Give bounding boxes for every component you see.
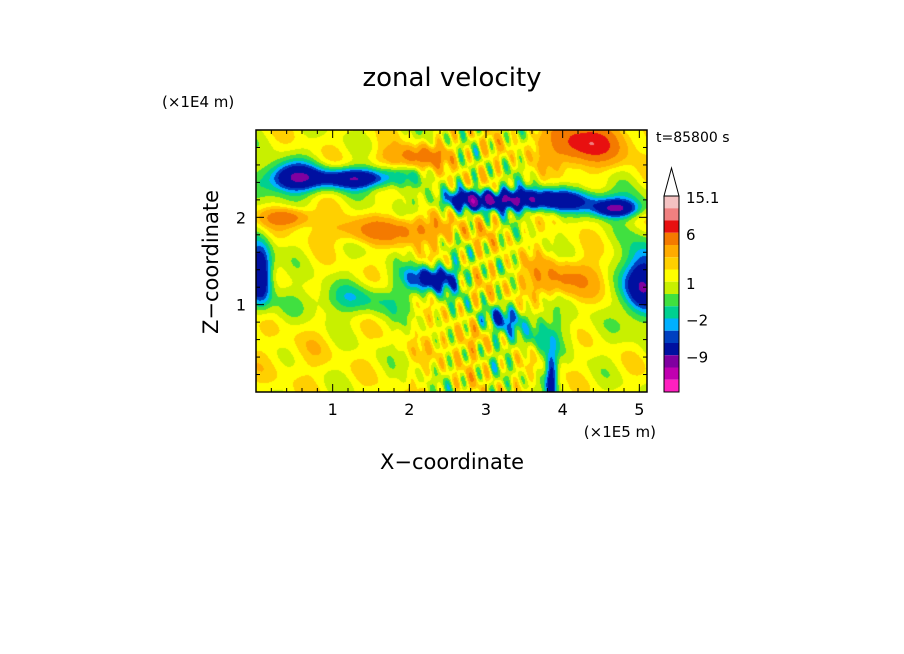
chart-title: zonal velocity <box>362 63 541 93</box>
colorbar-label: 1 <box>686 275 696 293</box>
y-axis-label: Z−coordinate <box>199 190 223 334</box>
zonal-velocity-field <box>256 130 647 392</box>
x-tick-label: 2 <box>404 400 414 419</box>
colorbar-label: −9 <box>686 348 708 366</box>
colorbar-swatch <box>664 245 679 258</box>
colorbar: 15.1 6 1 −2 −9 <box>663 166 719 393</box>
colorbar-label: 6 <box>686 226 696 244</box>
colorbar-swatch <box>664 367 679 380</box>
plot-area: 1 2 3 4 5 1 2 <box>236 129 648 419</box>
colorbar-swatch <box>664 379 679 392</box>
colorbar-label: 15.1 <box>686 189 719 207</box>
x-tick-label: 5 <box>634 400 644 419</box>
x-tick-label: 4 <box>558 400 568 419</box>
colorbar-swatch <box>664 330 679 343</box>
colorbar-swatch <box>664 294 679 307</box>
colorbar-swatch <box>664 306 679 319</box>
colorbar-swatch <box>664 220 679 233</box>
colorbar-swatch <box>664 232 679 245</box>
y-tick-label: 1 <box>236 296 246 315</box>
colorbar-swatch <box>664 196 679 209</box>
colorbar-swatch <box>664 281 679 294</box>
colorbar-swatch <box>664 257 679 270</box>
x-tick-label: 1 <box>328 400 338 419</box>
time-label: t=85800 s <box>656 130 730 146</box>
colorbar-max-arrow <box>663 166 680 197</box>
colorbar-label: −2 <box>686 312 708 330</box>
y-tick-label: 2 <box>236 208 246 227</box>
colorbar-swatch <box>664 269 679 282</box>
x-multiplier-label: (×1E5 m) <box>584 423 656 441</box>
x-tick-label: 3 <box>481 400 491 419</box>
colorbar-swatch <box>664 318 679 331</box>
x-axis-label: X−coordinate <box>380 450 524 474</box>
axis-ticks: 1 2 3 4 5 1 2 <box>236 130 647 419</box>
colorbar-swatch <box>664 343 679 356</box>
colorbar-swatch <box>664 355 679 368</box>
colorbar-swatch <box>664 208 679 221</box>
plot-frame <box>255 129 648 393</box>
y-multiplier-label: (×1E4 m) <box>162 93 234 111</box>
